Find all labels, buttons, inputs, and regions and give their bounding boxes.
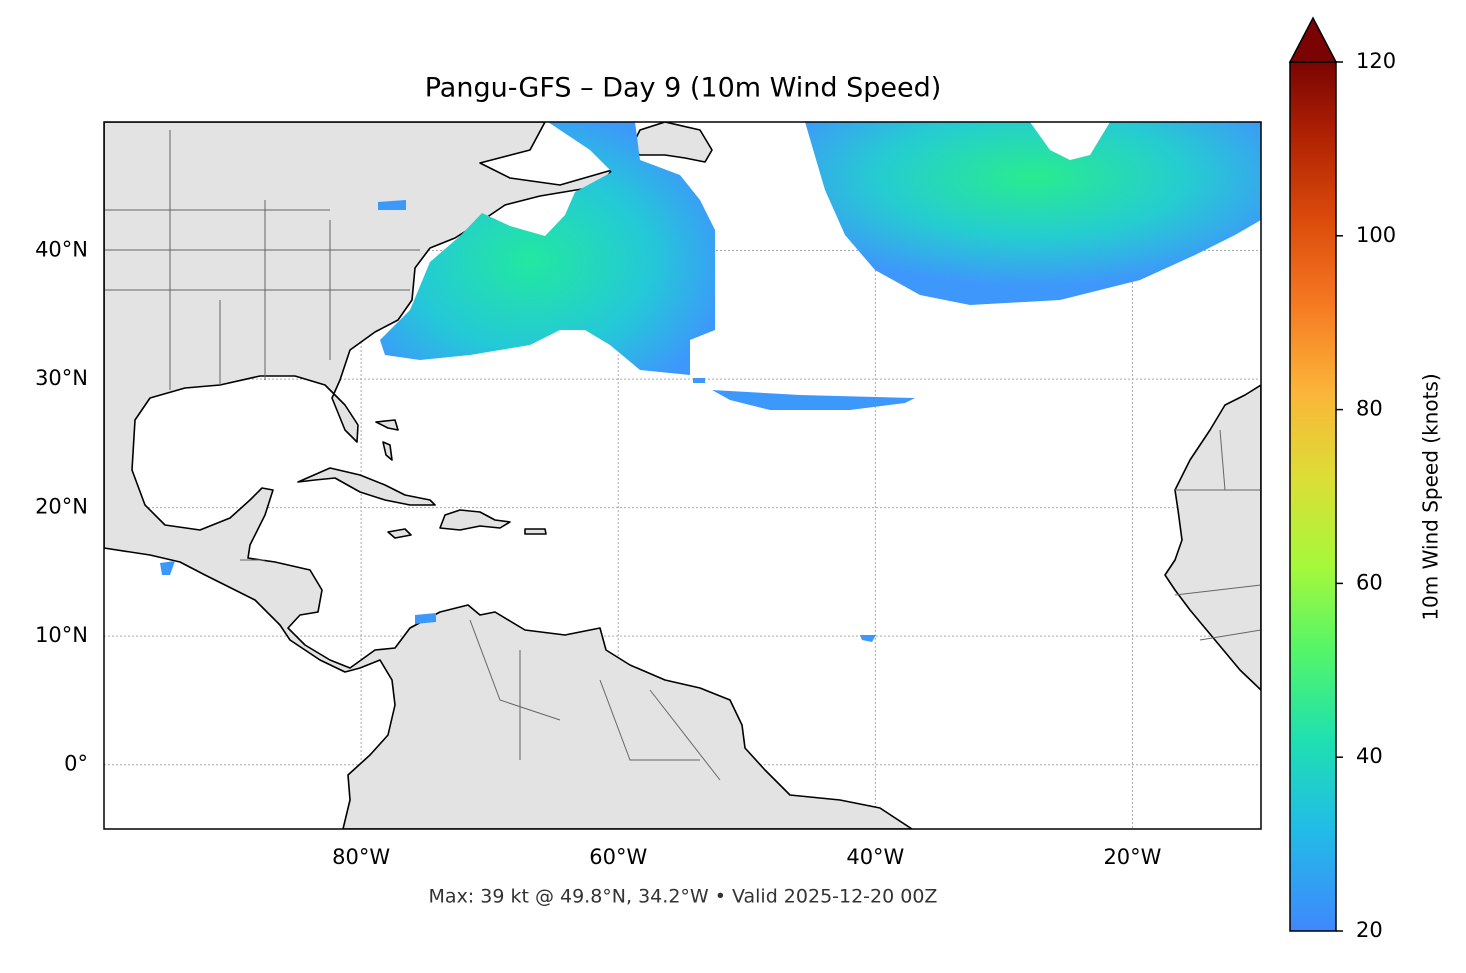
puerto-rico (524, 528, 547, 535)
colorbar-label: 10m Wind Speed (knots) (1419, 373, 1443, 620)
axes: 80°W 60°W 40°W 20°W 0° 10°N 20°N 30°N 40°N (35, 238, 1162, 869)
colorbar-tick-label: 40 (1356, 744, 1383, 768)
y-tick-label: 30°N (35, 366, 88, 390)
y-tick-label: 20°N (35, 495, 88, 519)
colorbar-tick-label: 20 (1356, 918, 1383, 942)
colorbar-tick-label: 60 (1356, 570, 1383, 594)
colorbar-tick-label: 80 (1356, 397, 1383, 421)
cuba (297, 467, 436, 506)
y-tick-label: 10°N (35, 623, 88, 647)
bahamas (375, 419, 399, 461)
colorbar-tick-label: 120 (1356, 49, 1396, 73)
wind-field (805, 122, 1261, 305)
colorbar-extend (1288, 16, 1338, 63)
newfoundland (629, 122, 713, 163)
colorbar: 20 40 60 80 100 120 (1288, 16, 1396, 942)
map-frame (103, 121, 1262, 830)
wind-field (380, 122, 715, 375)
hispaniola (439, 509, 511, 531)
americas (104, 122, 913, 829)
africa (1164, 384, 1261, 691)
x-tick-label: 80°W (332, 845, 390, 869)
footer-note: Max: 39 kt @ 49.8°N, 34.2°W • Valid 2025… (429, 886, 938, 908)
y-tick-label: 0° (64, 752, 88, 776)
map (104, 122, 1261, 829)
borders (104, 130, 1261, 781)
y-tick-label: 40°N (35, 238, 88, 262)
x-tick-label: 60°W (589, 845, 647, 869)
colorbar-scale (1289, 61, 1337, 932)
jamaica (387, 528, 412, 539)
x-tick-label: 40°W (846, 845, 904, 869)
x-tick-label: 20°W (1103, 845, 1161, 869)
colorbar-tick-label: 100 (1356, 223, 1396, 247)
chart-title: Pangu-GFS – Day 9 (10m Wind Speed) (425, 73, 942, 104)
